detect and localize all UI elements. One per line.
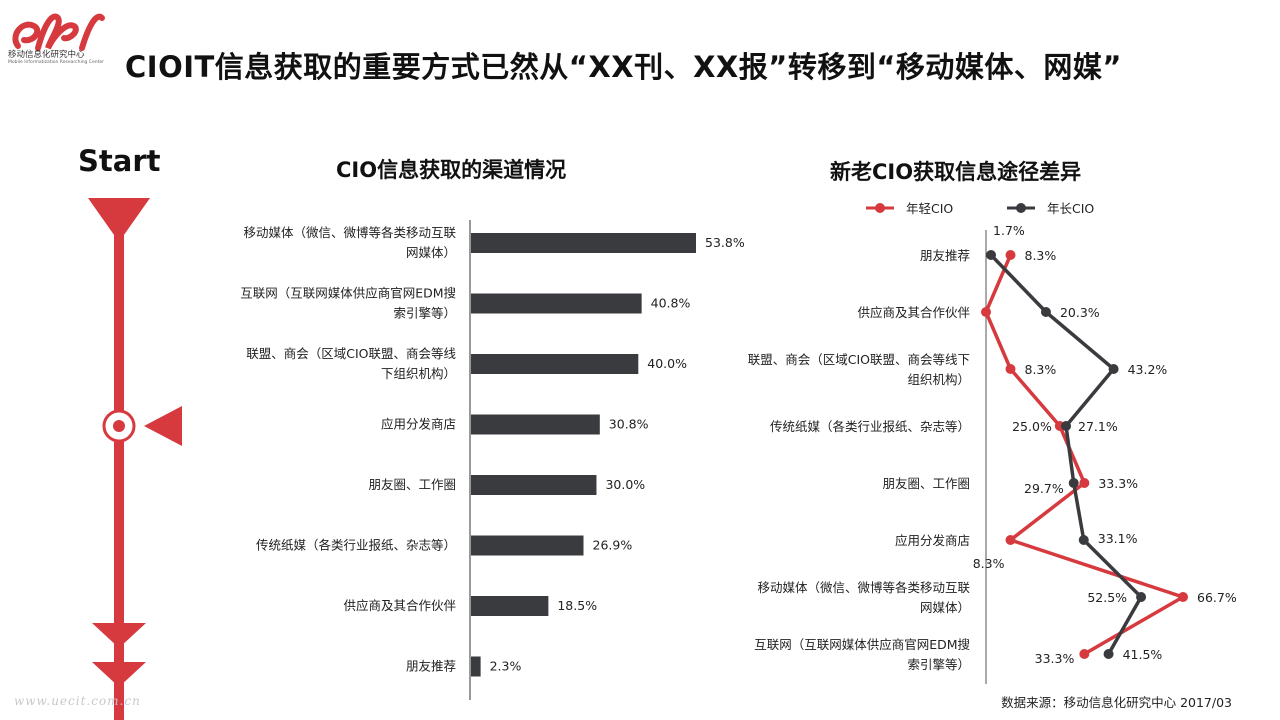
- series-point: [981, 307, 991, 317]
- bar: [471, 656, 481, 677]
- legend-marker: [875, 203, 885, 213]
- timeline: [88, 198, 182, 720]
- timeline-line: [114, 230, 124, 720]
- bar: [471, 535, 584, 556]
- point-value-label: 33.1%: [1098, 531, 1138, 546]
- category-label: 联盟、商会（区域CIO联盟、商会等线下: [748, 352, 970, 367]
- bar-value-label: 18.5%: [557, 598, 597, 613]
- series-point: [1136, 592, 1147, 602]
- category-label: 应用分发商店: [895, 533, 970, 548]
- logo-mark: [12, 13, 105, 51]
- category-label: 移动媒体（微信、微博等各类移动互联: [243, 225, 456, 240]
- series-point: [1103, 649, 1114, 659]
- right-chart-title: 新老CIO获取信息途径差异: [830, 160, 1082, 184]
- bar-value-label: 30.0%: [605, 477, 645, 492]
- bar: [471, 233, 696, 253]
- category-label: 朋友圈、工作圈: [882, 476, 970, 491]
- series-point: [986, 250, 997, 260]
- point-value-label: 43.2%: [1128, 362, 1168, 377]
- series-point: [1178, 592, 1188, 602]
- series-line: [989, 253, 1143, 655]
- category-label: 应用分发商店: [381, 417, 456, 432]
- series-point: [1005, 535, 1016, 545]
- bar: [471, 354, 639, 374]
- category-label: 索引擎等）: [907, 657, 970, 672]
- legend-label: 年长CIO: [1047, 201, 1094, 216]
- bar-value-label: 2.3%: [490, 659, 522, 674]
- category-label: 下组织机构）: [381, 366, 456, 381]
- watermark: www.uecit.com.cn: [14, 694, 141, 708]
- bar-value-label: 26.9%: [593, 538, 633, 553]
- page-title: CIOIT信息获取的重要方式已然从“XX刊、XX报”转移到“移动媒体、网媒”: [125, 50, 1122, 84]
- logo-text: 移动信息化研究中心: [8, 50, 85, 60]
- series-point: [1005, 250, 1016, 260]
- category-label: 移动媒体（微信、微博等各类移动互联: [757, 580, 970, 595]
- point-value-label: 41.5%: [1123, 647, 1163, 662]
- bar: [471, 475, 597, 495]
- series-point: [1005, 364, 1016, 374]
- left-chart-title: CIO信息获取的渠道情况: [336, 158, 567, 182]
- category-label: 传统纸媒（各类行业报纸、杂志等）: [770, 419, 970, 434]
- category-label: 索引擎等）: [393, 306, 456, 321]
- category-label: 供应商及其合作伙伴: [857, 305, 970, 320]
- series-point: [1079, 478, 1090, 488]
- category-label: 朋友圈、工作圈: [368, 477, 456, 492]
- point-value-label: 1.7%: [993, 223, 1025, 238]
- point-value-label: 27.1%: [1078, 419, 1118, 434]
- category-label: 联盟、商会（区域CIO联盟、商会等线: [246, 346, 456, 361]
- series-point: [1061, 421, 1072, 431]
- category-label: 传统纸媒（各类行业报纸、杂志等）: [256, 538, 456, 553]
- bar: [471, 293, 642, 314]
- series-line: [984, 254, 1185, 656]
- cio-difference-line-chart: 年轻CIO 年长CIO 朋友推荐供应商及其合作伙伴联盟、商会（区域CIO联盟、商会等…: [748, 201, 1237, 684]
- point-value-label: 29.7%: [1024, 481, 1064, 496]
- logo-subtext: Mobile Informatization Researching Cente…: [8, 60, 104, 65]
- timeline-pointer-triangle: [144, 406, 182, 446]
- category-label: 互联网（互联网媒体供应商官网EDM搜: [754, 637, 970, 652]
- point-value-label: 20.3%: [1060, 305, 1100, 320]
- category-label: 供应商及其合作伙伴: [343, 598, 456, 613]
- category-label: 组织机构）: [907, 372, 970, 387]
- timeline-top-triangle: [88, 198, 150, 242]
- point-value-label: 8.3%: [1025, 362, 1057, 377]
- timeline-arrow-2: [92, 662, 146, 687]
- category-label: 朋友推荐: [920, 248, 970, 263]
- bar: [471, 414, 600, 435]
- point-value-label: 52.5%: [1087, 590, 1127, 605]
- timeline-arrow-1: [92, 623, 146, 648]
- point-value-label: 33.3%: [1035, 651, 1075, 666]
- category-label: 网媒体）: [406, 245, 456, 260]
- point-value-label: 8.3%: [1025, 248, 1057, 263]
- bar-value-label: 40.0%: [647, 356, 687, 371]
- legend-marker: [1016, 203, 1026, 213]
- category-label: 互联网（互联网媒体供应商官网EDM搜: [240, 286, 456, 301]
- bar: [471, 596, 549, 616]
- point-value-label: 8.3%: [973, 556, 1005, 571]
- timeline-marker-dot: [113, 420, 125, 432]
- point-value-label: 25.0%: [1012, 419, 1052, 434]
- series-point: [1068, 478, 1079, 488]
- legend-label: 年轻CIO: [906, 201, 953, 216]
- series-point: [1079, 649, 1090, 659]
- bar-value-label: 40.8%: [651, 296, 691, 311]
- point-value-label: 33.3%: [1098, 476, 1138, 491]
- category-label: 网媒体）: [920, 600, 970, 615]
- category-label: 朋友推荐: [406, 659, 456, 674]
- data-source: 数据来源：移动信息化研究中心 2017/03: [1001, 695, 1232, 710]
- bar-value-label: 53.8%: [705, 235, 745, 250]
- start-label: Start: [78, 144, 161, 178]
- series-point: [1078, 535, 1089, 545]
- bar-value-label: 30.8%: [609, 417, 649, 432]
- series-point: [1040, 307, 1051, 317]
- series-point: [1108, 364, 1119, 374]
- point-value-label: 66.7%: [1197, 590, 1237, 605]
